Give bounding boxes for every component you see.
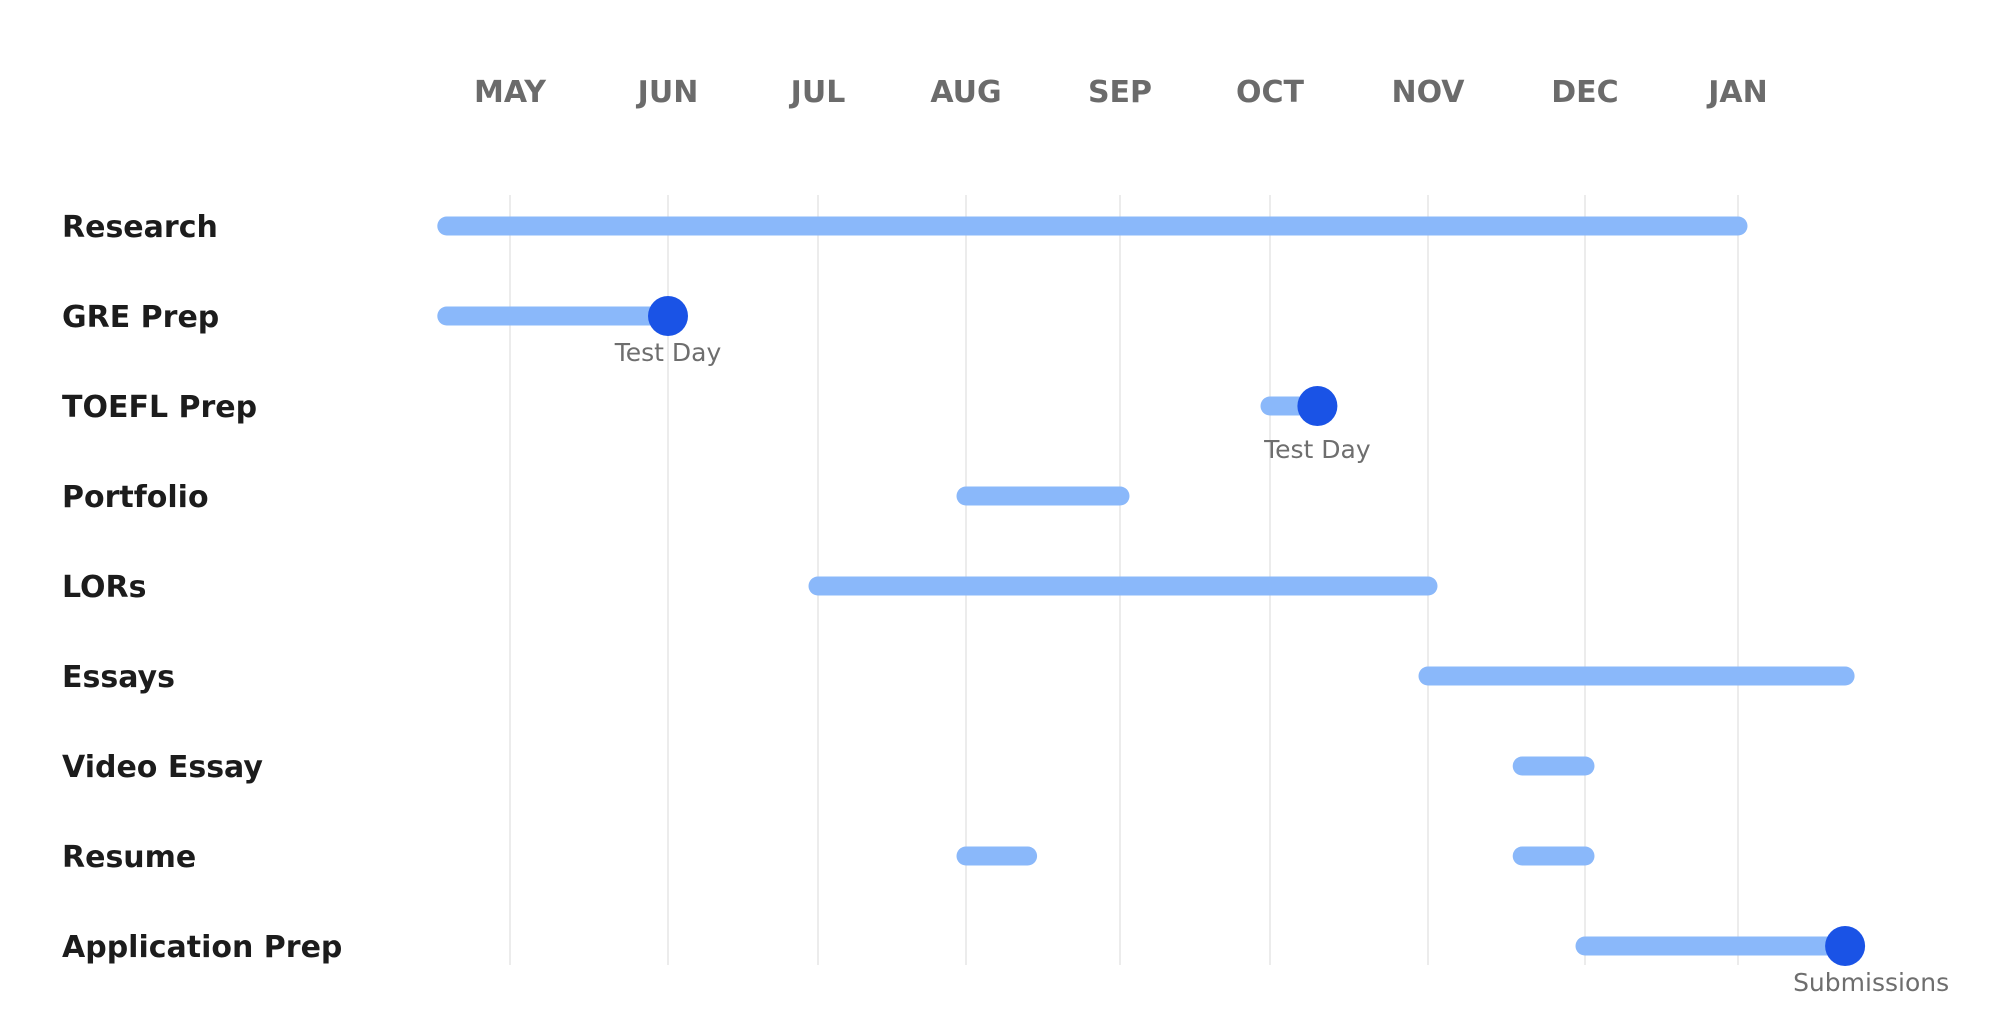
month-header: MAY JUN JUL AUG SEP OCT NOV DEC JAN — [474, 75, 1768, 110]
task-label-research: Research — [62, 210, 218, 245]
milestones — [648, 296, 1866, 966]
milestone-gre-prep — [648, 296, 688, 336]
milestone-label-toefl-prep: Test Day — [1263, 435, 1371, 464]
month-label-may: MAY — [474, 75, 547, 110]
month-label-jan: JAN — [1706, 75, 1768, 110]
month-label-nov: NOV — [1391, 75, 1465, 110]
task-label-video-essay: Video Essay — [62, 750, 263, 785]
task-label-application-prep: Application Prep — [62, 930, 342, 965]
month-label-sep: SEP — [1088, 75, 1152, 110]
task-label-gre-prep: GRE Prep — [62, 300, 219, 335]
month-label-oct: OCT — [1236, 75, 1305, 110]
task-bars — [437, 216, 1855, 956]
month-label-jun: JUN — [636, 75, 699, 110]
task-label-resume: Resume — [62, 840, 196, 875]
month-label-jul: JUL — [789, 75, 846, 110]
task-label-essays: Essays — [62, 660, 175, 695]
task-label-toefl-prep: TOEFL Prep — [62, 390, 257, 425]
task-label-portfolio: Portfolio — [62, 480, 209, 515]
milestone-labels: Test Day Test Day Submissions — [614, 338, 1949, 997]
task-label-lors: LORs — [62, 570, 147, 605]
milestone-label-application-prep: Submissions — [1793, 968, 1949, 997]
milestone-application-prep — [1825, 926, 1866, 966]
month-label-dec: DEC — [1551, 75, 1618, 110]
milestone-toefl-prep — [1297, 386, 1338, 426]
task-labels: Research GRE Prep TOEFL Prep Portfolio LORs E… — [62, 210, 342, 965]
milestone-label-gre-prep: Test Day — [614, 338, 722, 367]
month-label-aug: AUG — [930, 75, 1001, 110]
